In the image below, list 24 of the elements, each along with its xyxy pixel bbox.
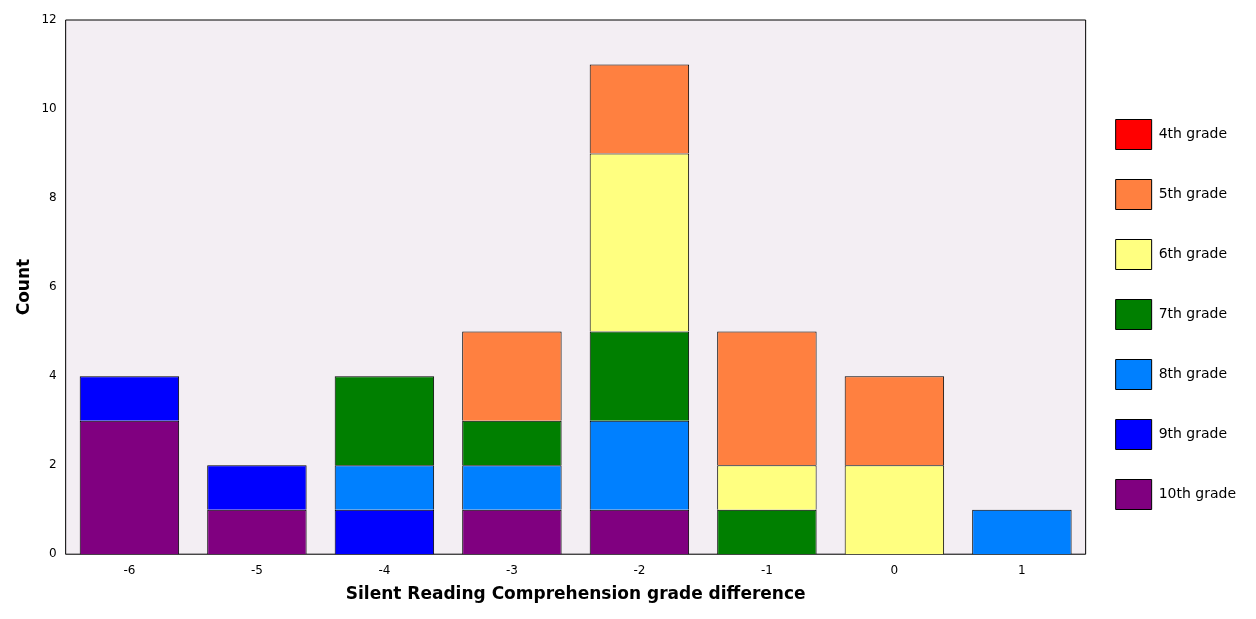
x-tick-label: -6 <box>123 562 136 577</box>
y-tick-label: 4 <box>49 368 57 383</box>
x-axis-title: Silent Reading Comprehension grade difference <box>345 583 806 604</box>
legend-label: 6th grade <box>1158 245 1228 262</box>
legend-label: 8th grade <box>1158 365 1228 382</box>
x-tick-label: -3 <box>505 562 518 577</box>
x-tick-label: -5 <box>250 562 263 577</box>
y-tick-label: 0 <box>49 546 57 561</box>
y-tick-label: 2 <box>49 457 57 472</box>
y-tick-label: 12 <box>41 12 57 27</box>
legend-label: 10th grade <box>1158 485 1237 502</box>
y-tick-label: 10 <box>41 101 57 116</box>
legend-label: 5th grade <box>1158 185 1228 202</box>
y-tick-label: 6 <box>49 279 57 294</box>
x-tick-label: -4 <box>378 562 391 577</box>
y-axis-title: Count <box>12 258 33 316</box>
x-tick-label: 0 <box>890 562 899 577</box>
legend-label: 9th grade <box>1158 425 1228 442</box>
legend-label: 7th grade <box>1158 305 1228 322</box>
x-tick-label: -2 <box>633 562 646 577</box>
y-tick-label: 8 <box>49 190 57 205</box>
x-tick-label: 1 <box>1018 562 1026 577</box>
x-tick-label: -1 <box>760 562 773 577</box>
legend-label: 4th grade <box>1158 125 1228 142</box>
